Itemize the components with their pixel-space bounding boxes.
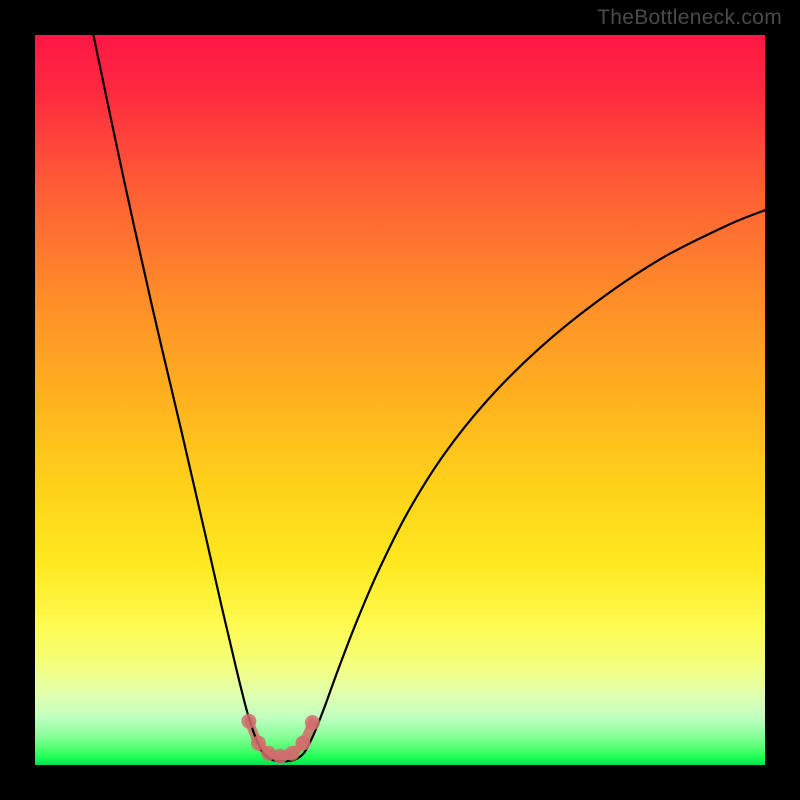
plot-area — [35, 35, 765, 765]
bottleneck-curve — [93, 35, 765, 761]
curve-marker — [295, 736, 310, 751]
curve-marker — [284, 746, 299, 761]
curve-marker — [241, 714, 256, 729]
curve-marker — [305, 715, 320, 730]
marker-group — [241, 714, 320, 764]
watermark-text: TheBottleneck.com — [597, 6, 782, 30]
chart-curve-layer — [35, 35, 765, 765]
